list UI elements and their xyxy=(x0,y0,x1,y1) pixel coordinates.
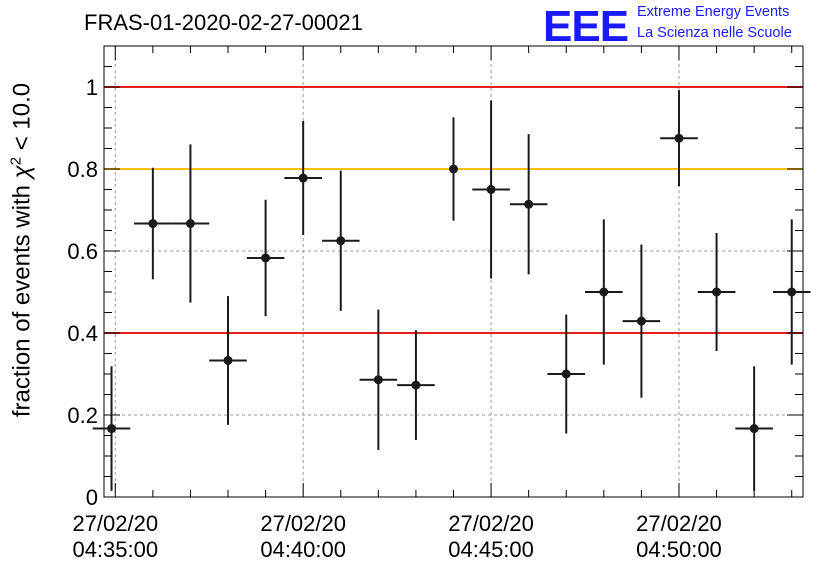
data-point xyxy=(185,219,195,229)
data-point xyxy=(336,236,346,246)
data-point xyxy=(148,219,158,229)
data-point-group xyxy=(697,232,736,352)
data-point-group xyxy=(171,144,210,303)
data-point xyxy=(712,287,722,297)
chart-title: FRAS-01-2020-02-27-00021 xyxy=(84,10,363,35)
data-point-group xyxy=(209,296,247,425)
data-point-group xyxy=(246,199,285,317)
y-axis-label: fraction of events with χ2 < 10.0 xyxy=(7,82,36,418)
data-point xyxy=(561,369,571,379)
y-tick-label: 0.8 xyxy=(67,157,98,182)
plot-frame xyxy=(103,45,804,498)
x-tick-label-time: 04:50:00 xyxy=(636,537,722,562)
y-tick-label: 0 xyxy=(86,485,98,510)
data-point xyxy=(411,380,421,390)
data-point xyxy=(636,316,646,326)
data-point xyxy=(787,287,797,297)
y-tick-label: 0.2 xyxy=(67,403,98,428)
data-point-group xyxy=(134,167,172,280)
y-tick-label: 0.6 xyxy=(67,239,98,264)
data-point-group xyxy=(284,121,322,236)
x-tick-label-time: 04:40:00 xyxy=(260,537,346,562)
data-point-group xyxy=(359,309,398,450)
x-tick-label-date: 27/02/20 xyxy=(448,511,534,536)
x-tick-label-date: 27/02/20 xyxy=(72,511,158,536)
data-point xyxy=(107,424,117,434)
data-point-group xyxy=(397,330,435,441)
data-point xyxy=(373,375,383,385)
data-point-group xyxy=(622,244,661,398)
data-point-group xyxy=(472,100,510,279)
data-point-group xyxy=(735,366,773,491)
data-point xyxy=(674,133,684,143)
x-tick-label-time: 04:35:00 xyxy=(72,537,158,562)
data-point xyxy=(298,173,308,183)
data-point xyxy=(261,253,271,263)
data-point xyxy=(749,424,759,434)
data-point xyxy=(486,185,496,194)
y-tick-label: 0.4 xyxy=(67,321,98,346)
data-point-group xyxy=(92,366,131,491)
data-point-group xyxy=(660,90,698,187)
logo-line-2: La Scienza nelle Scuole xyxy=(637,25,792,41)
data-point xyxy=(524,199,534,209)
x-tick-label-date: 27/02/20 xyxy=(260,511,346,536)
data-point-group xyxy=(772,219,811,365)
eee-logo: EEE xyxy=(543,2,629,51)
data-point-group xyxy=(509,134,548,275)
logo-line-1: Extreme Energy Events xyxy=(637,4,790,20)
data-point-group xyxy=(547,314,586,434)
data-point-group xyxy=(585,219,623,365)
data-point-group xyxy=(449,117,458,221)
x-tick-label-time: 04:45:00 xyxy=(448,537,534,562)
data-point xyxy=(449,164,458,174)
data-point xyxy=(599,287,609,297)
data-point xyxy=(223,355,233,365)
x-tick-label-date: 27/02/20 xyxy=(636,511,722,536)
data-point-group xyxy=(321,170,360,311)
y-tick-label: 1 xyxy=(86,75,98,100)
